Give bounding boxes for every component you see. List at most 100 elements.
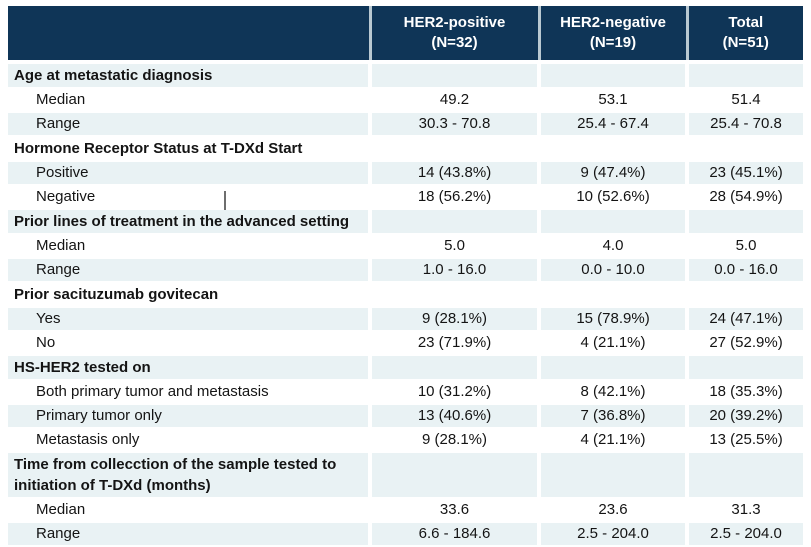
table-row: Positive 14 (43.8%) 9 (47.4%) 23 (45.1%) (8, 161, 803, 186)
table-row: Range 1.0 - 16.0 0.0 - 10.0 0.0 - 16.0 (8, 258, 803, 283)
cell-value (687, 282, 803, 308)
cell-value: 2.5 - 204.0 (687, 522, 803, 547)
row-label: Negative (8, 185, 372, 210)
cell-value (370, 209, 541, 235)
row-label: Positive (8, 161, 372, 186)
cell-value: 9 (28.1%) (370, 307, 541, 332)
column-header-line2: (N=51) (722, 34, 769, 51)
results-table-container: HER2-positive (N=32) HER2-negative (N=19… (8, 6, 803, 547)
cell-value: 53.1 (539, 88, 689, 113)
row-label: Median (8, 88, 372, 113)
cell-value: 6.6 - 184.6 (370, 522, 541, 547)
row-label: HS-HER2 tested on (8, 355, 372, 381)
table-row: No 23 (71.9%) 4 (21.1%) 27 (52.9%) (8, 331, 803, 356)
table-row: Range 30.3 - 70.8 25.4 - 67.4 25.4 - 70.… (8, 112, 803, 137)
cell-value: 9 (28.1%) (370, 428, 541, 453)
cell-value: 23.6 (539, 498, 689, 523)
row-label: Median (8, 234, 372, 259)
cell-value: 23 (45.1%) (687, 161, 803, 186)
cell-value: 0.0 - 10.0 (539, 258, 689, 283)
cell-value: 27 (52.9%) (687, 331, 803, 356)
cell-value: 15 (78.9%) (539, 307, 689, 332)
cell-value: 31.3 (687, 498, 803, 523)
cell-value (370, 355, 541, 381)
column-header-her2-negative: HER2-negative (N=19) (539, 6, 689, 64)
cell-value: 5.0 (370, 234, 541, 259)
text-cursor[interactable] (224, 191, 226, 210)
table-row: Median 49.2 53.1 51.4 (8, 88, 803, 113)
table-row: Negative 18 (56.2%) 10 (52.6%) 28 (54.9%… (8, 185, 803, 210)
table-row: Median 5.0 4.0 5.0 (8, 234, 803, 259)
row-label: Range (8, 258, 372, 283)
cell-value (539, 282, 689, 308)
cell-value: 7 (36.8%) (539, 404, 689, 429)
row-label: Metastasis only (8, 428, 372, 453)
cell-value: 49.2 (370, 88, 541, 113)
table-row: Yes 9 (28.1%) 15 (78.9%) 24 (47.1%) (8, 307, 803, 332)
cell-value: 4 (21.1%) (539, 331, 689, 356)
column-header-line2: (N=19) (589, 34, 637, 51)
cell-value: 0.0 - 16.0 (687, 258, 803, 283)
column-header-empty (8, 6, 372, 64)
row-label: Primary tumor only (8, 404, 372, 429)
cell-value (539, 209, 689, 235)
column-header-line1: HER2-positive (403, 14, 506, 31)
row-label: Age at metastatic diagnosis (8, 62, 372, 89)
table-row: Both primary tumor and metastasis 10 (31… (8, 380, 803, 405)
cell-value: 13 (25.5%) (687, 428, 803, 453)
table-row: Hormone Receptor Status at T-DXd Start (8, 136, 803, 162)
cell-value (687, 355, 803, 381)
cell-value: 2.5 - 204.0 (539, 522, 689, 547)
cell-value: 4 (21.1%) (539, 428, 689, 453)
cell-value: 33.6 (370, 498, 541, 523)
cell-value: 23 (71.9%) (370, 331, 541, 356)
cell-value: 24 (47.1%) (687, 307, 803, 332)
cell-value: 1.0 - 16.0 (370, 258, 541, 283)
cell-value: 30.3 - 70.8 (370, 112, 541, 137)
table-row: Median 33.6 23.6 31.3 (8, 498, 803, 523)
cell-value (687, 136, 803, 162)
results-table: HER2-positive (N=32) HER2-negative (N=19… (8, 6, 803, 547)
cell-value: 10 (52.6%) (539, 185, 689, 210)
cell-value (370, 136, 541, 162)
cell-value (687, 209, 803, 235)
cell-value (539, 355, 689, 381)
column-header-line2: (N=32) (431, 34, 478, 51)
table-row: Time from collecction of the sample test… (8, 452, 803, 499)
table-row: Age at metastatic diagnosis (8, 62, 803, 89)
cell-value: 28 (54.9%) (687, 185, 803, 210)
cell-value: 9 (47.4%) (539, 161, 689, 186)
row-label: Median (8, 498, 372, 523)
table-row: HS-HER2 tested on (8, 355, 803, 381)
cell-value: 5.0 (687, 234, 803, 259)
table-row: Metastasis only 9 (28.1%) 4 (21.1%) 13 (… (8, 428, 803, 453)
cell-value: 25.4 - 70.8 (687, 112, 803, 137)
row-label: Hormone Receptor Status at T-DXd Start (8, 136, 372, 162)
row-label: No (8, 331, 372, 356)
column-header-line1: HER2-negative (560, 14, 666, 31)
row-label: Prior sacituzumab govitecan (8, 282, 372, 308)
row-label: Prior lines of treatment in the advanced… (8, 209, 372, 235)
cell-value: 4.0 (539, 234, 689, 259)
table-header-row: HER2-positive (N=32) HER2-negative (N=19… (8, 6, 803, 64)
cell-value (370, 452, 541, 499)
cell-value: 13 (40.6%) (370, 404, 541, 429)
row-label: Range (8, 522, 372, 547)
table-row: Range 6.6 - 184.6 2.5 - 204.0 2.5 - 204.… (8, 522, 803, 547)
table-row: Prior lines of treatment in the advanced… (8, 209, 803, 235)
row-label: Time from collecction of the sample test… (8, 452, 372, 499)
row-label: Yes (8, 307, 372, 332)
cell-value: 18 (35.3%) (687, 380, 803, 405)
cell-value: 51.4 (687, 88, 803, 113)
row-label: Both primary tumor and metastasis (8, 380, 372, 405)
cell-value (370, 62, 541, 89)
cell-value: 14 (43.8%) (370, 161, 541, 186)
cell-value (687, 452, 803, 499)
cell-value (539, 62, 689, 89)
column-header-her2-positive: HER2-positive (N=32) (370, 6, 541, 64)
cell-value: 8 (42.1%) (539, 380, 689, 405)
cell-value (539, 452, 689, 499)
row-label: Range (8, 112, 372, 137)
cell-value (370, 282, 541, 308)
table-row: Primary tumor only 13 (40.6%) 7 (36.8%) … (8, 404, 803, 429)
